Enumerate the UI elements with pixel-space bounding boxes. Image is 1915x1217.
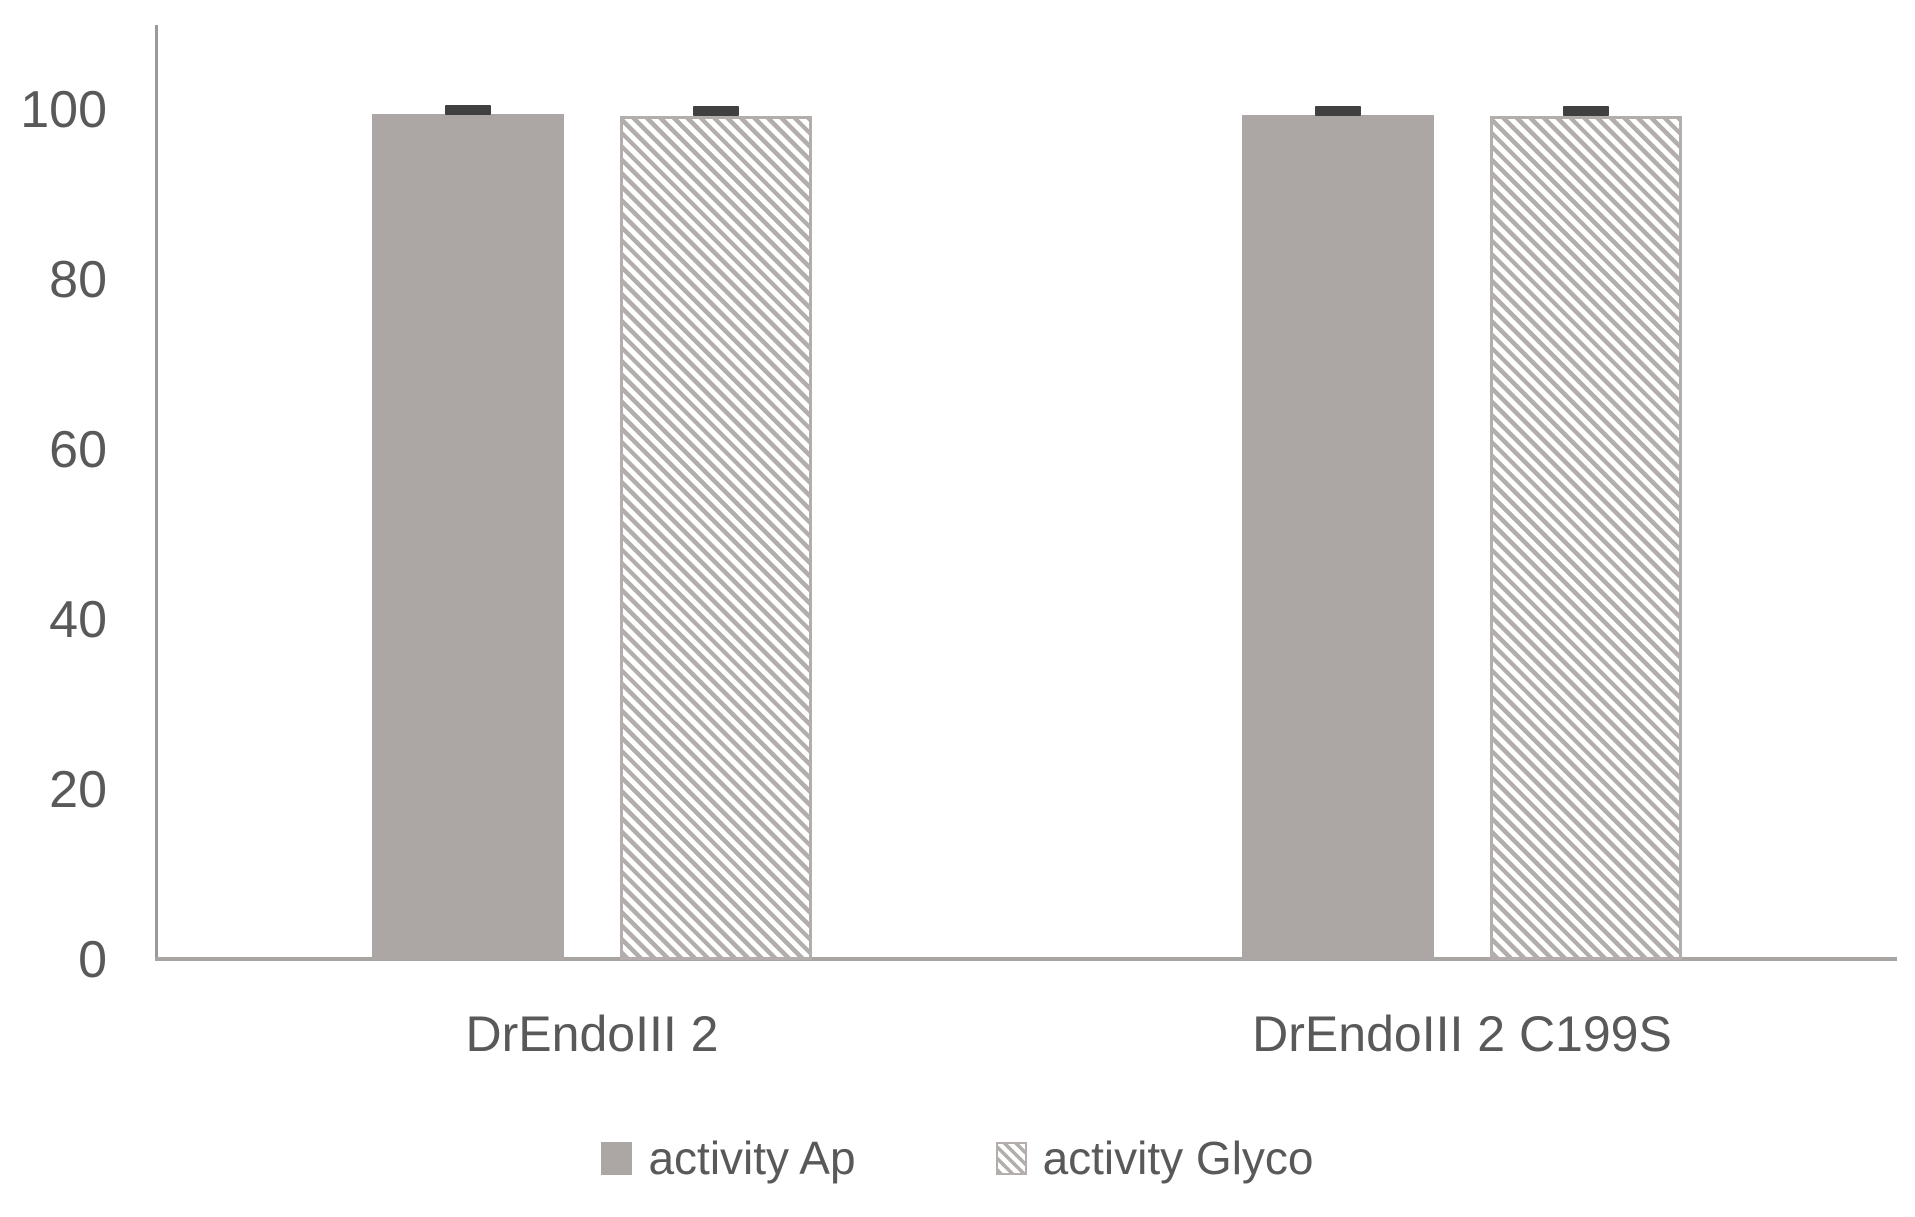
bar-activity-ap-drendoiii-2 xyxy=(372,114,564,960)
error-bar-cap-activity-ap-drendoiii-2-c199s xyxy=(1315,105,1361,116)
legend-label-activity-glyco: activity Glyco xyxy=(1042,1132,1314,1184)
bar-activity-glyco-drendoiii-2 xyxy=(620,115,812,960)
legend-label-activity-ap: activity Ap xyxy=(648,1132,856,1184)
legend-item-activity-ap: activity Ap xyxy=(601,1132,856,1184)
y-tick-label-20: 20 xyxy=(49,761,107,819)
y-tick-label-40: 40 xyxy=(49,591,107,649)
category-label-drendoiii-2-c199s: DrEndoIII 2 C199S xyxy=(1252,1006,1672,1062)
category-label-drendoiii-2: DrEndoIII 2 xyxy=(465,1006,719,1062)
legend-item-activity-glyco: activity Glyco xyxy=(995,1132,1314,1184)
bar-activity-glyco-drendoiii-2-c199s xyxy=(1490,115,1682,960)
legend: activity Ap activity Glyco xyxy=(0,1133,1915,1183)
error-bar-cap-activity-glyco-drendoiii-2-c199s xyxy=(1563,105,1609,116)
y-tick-label-80: 80 xyxy=(49,251,107,309)
error-bar-cap-activity-ap-drendoiii-2 xyxy=(445,105,491,115)
legend-swatch-solid-icon xyxy=(601,1141,633,1175)
y-tick-label-100: 100 xyxy=(20,81,107,139)
bar-activity-ap-drendoiii-2-c199s xyxy=(1242,115,1434,960)
y-tick-label-0: 0 xyxy=(78,931,107,989)
x-axis-line xyxy=(155,957,1897,961)
y-axis-line xyxy=(155,25,158,960)
error-bar-cap-activity-glyco-drendoiii-2 xyxy=(693,105,739,116)
y-tick-label-60: 60 xyxy=(49,421,107,479)
legend-swatch-hatched-icon xyxy=(995,1141,1027,1175)
